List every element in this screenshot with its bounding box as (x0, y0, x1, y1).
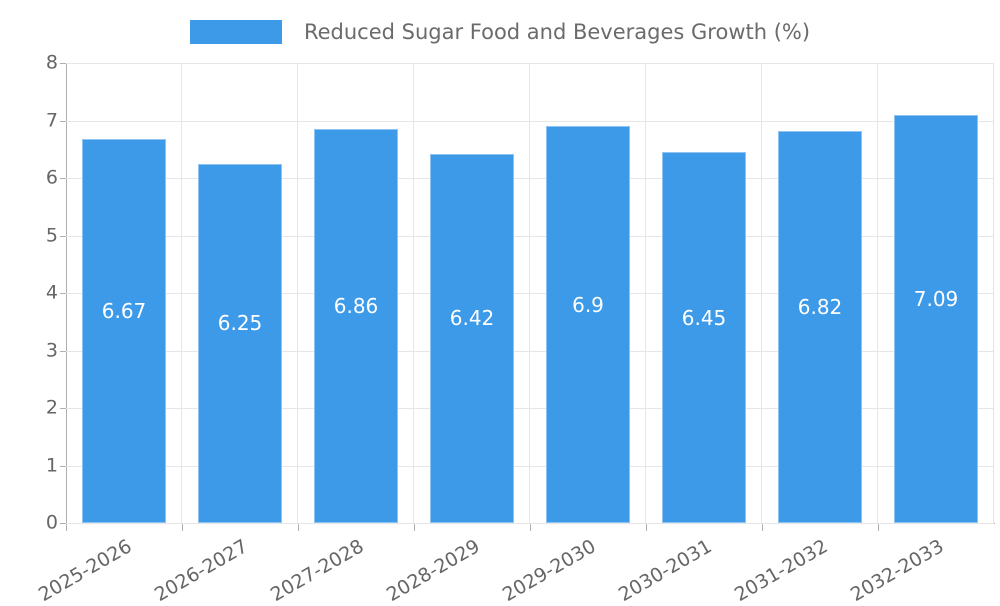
bar[interactable]: 6.25 (198, 163, 282, 523)
bar-rect[interactable] (662, 152, 746, 523)
gridline-horizontal (66, 523, 994, 524)
bar-rect[interactable] (546, 126, 630, 523)
gridline-vertical (645, 63, 646, 523)
gridline-horizontal (66, 293, 994, 294)
y-axis-tick-label: 2 (45, 396, 58, 419)
y-axis-tick-label: 0 (45, 511, 58, 534)
y-axis-tick-mark (60, 523, 66, 524)
x-axis-tick-label: 2026-2027 (151, 535, 252, 606)
chart-legend: Reduced Sugar Food and Beverages Growth … (0, 12, 1000, 52)
bar[interactable]: 6.67 (82, 139, 166, 523)
gridline-vertical (529, 63, 530, 523)
x-axis-tick-label: 2029-2030 (499, 535, 600, 606)
bar[interactable]: 6.82 (778, 130, 862, 523)
gridline-vertical (181, 63, 182, 523)
bar-rect[interactable] (778, 130, 862, 523)
gridline-horizontal (66, 350, 994, 352)
legend-swatch-reduced-sugar (189, 20, 282, 44)
bar-rect[interactable] (314, 128, 398, 523)
gridline-horizontal (66, 120, 994, 122)
y-axis-tick-label: 1 (45, 454, 58, 476)
x-axis-tick-label: 2030-2031 (615, 535, 716, 606)
bar-rect[interactable] (82, 139, 166, 523)
y-axis-tick-mark (60, 408, 66, 409)
gridline-vertical (877, 63, 878, 523)
gridline-vertical (297, 63, 298, 523)
legend-label-reduced-sugar: Reduced Sugar Food and Beverages Growth … (303, 19, 811, 44)
y-axis-tick-label: 6 (45, 166, 58, 189)
plot-area: 6.67 6.25 6.86 6.42 6.9 6.45 6.82 7.09 (66, 63, 994, 524)
y-axis-tick-label: 7 (45, 109, 58, 131)
x-axis-tick-mark (66, 524, 67, 531)
gridline-vertical (413, 63, 414, 523)
bar[interactable]: 6.9 (546, 126, 630, 523)
bar-rect[interactable] (430, 153, 514, 523)
y-axis-tick-mark (60, 120, 66, 122)
gridline-horizontal (66, 465, 994, 467)
bar-rect[interactable] (894, 115, 978, 523)
x-axis-tick-mark (530, 524, 531, 531)
y-axis-tick-label: 8 (45, 51, 58, 74)
y-axis-tick-mark (60, 178, 66, 179)
y-axis: 0 1 2 3 4 5 6 7 8 (0, 0, 58, 600)
y-axis-tick-mark (60, 235, 66, 237)
y-axis-tick-label: 3 (45, 339, 58, 361)
x-axis-tick-label: 2031-2032 (731, 535, 832, 606)
x-axis-tick-mark (182, 524, 183, 531)
y-axis-tick-mark (60, 293, 66, 294)
y-axis-tick-label: 5 (45, 224, 58, 246)
gridline-horizontal (66, 178, 994, 179)
bar[interactable]: 6.45 (662, 152, 746, 523)
gridline-horizontal (66, 235, 994, 237)
x-axis-tick-label: 2032-2033 (847, 535, 948, 606)
y-axis-tick-mark (60, 63, 66, 64)
bar[interactable]: 6.42 (430, 153, 514, 523)
x-axis-tick-mark (762, 524, 763, 531)
y-axis-tick-label: 4 (45, 281, 58, 304)
y-axis-tick-mark (60, 465, 66, 467)
x-axis-tick-mark (298, 524, 299, 531)
gridline-vertical (993, 63, 994, 523)
x-axis-tick-label: 2028-2029 (383, 535, 484, 606)
y-axis-tick-mark (60, 350, 66, 352)
x-axis-tick-mark (646, 524, 647, 531)
gridline-vertical (761, 63, 762, 523)
x-axis-tick-mark (878, 524, 879, 531)
bar[interactable]: 6.86 (314, 128, 398, 523)
bar-rect[interactable] (198, 163, 282, 523)
x-axis-tick-label: 2027-2028 (267, 535, 368, 606)
gridline-horizontal (66, 408, 994, 409)
gridline-horizontal (66, 63, 994, 64)
x-axis-tick-mark (414, 524, 415, 531)
bar[interactable]: 7.09 (894, 115, 978, 523)
